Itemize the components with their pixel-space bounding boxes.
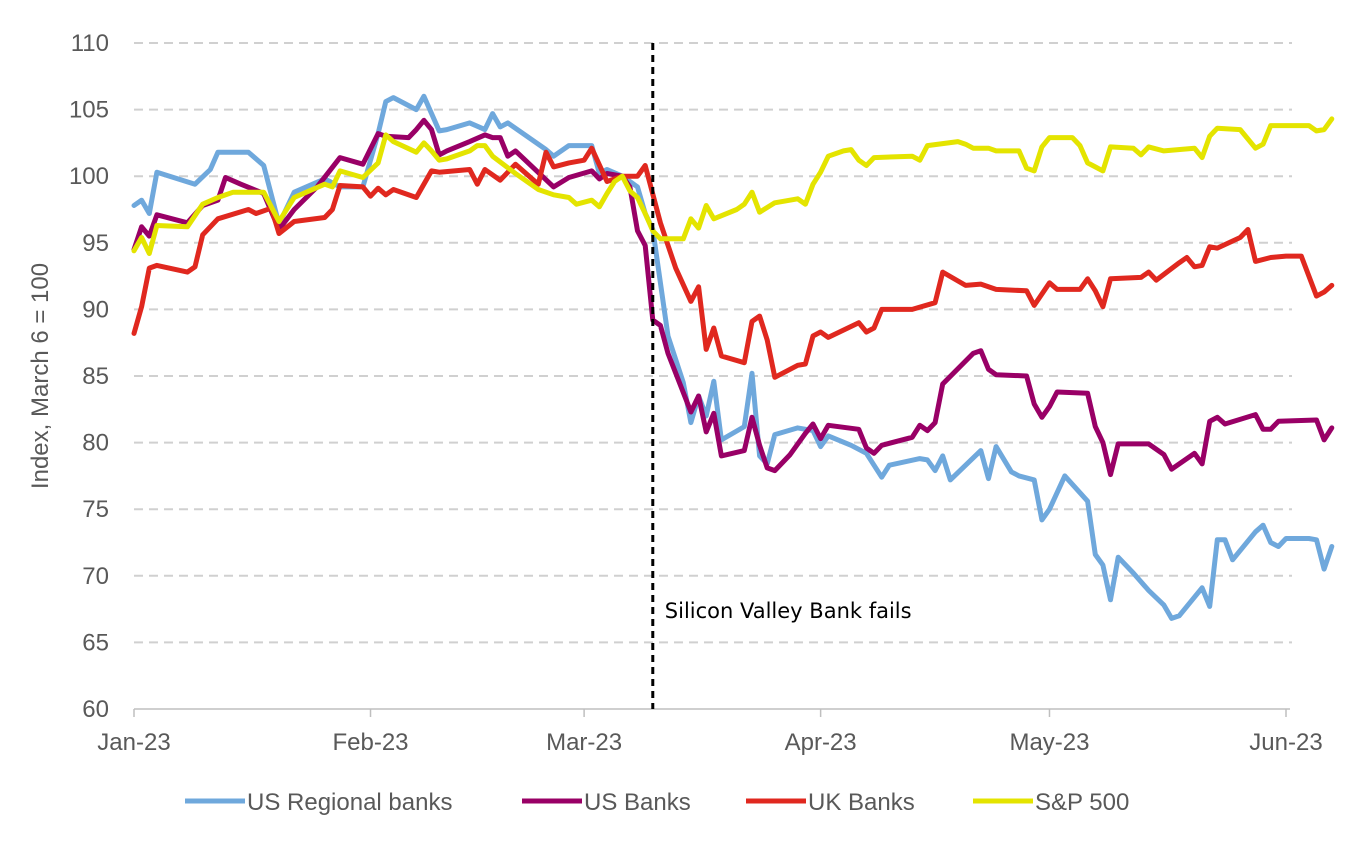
svb-annotation: Silicon Valley Bank fails [665, 599, 912, 623]
legend: US Regional banks US Banks UK Banks S&P 500 [185, 789, 1129, 816]
y-axis-ticks: 60 65 70 75 80 85 90 95 100 105 110 [69, 30, 109, 723]
x-tick-label: May-23 [1009, 729, 1089, 756]
y-tick-label: 105 [69, 97, 109, 124]
series-lines [131, 93, 1335, 621]
y-tick-label: 85 [82, 363, 109, 390]
legend-label-1: US Banks [584, 789, 691, 816]
y-tick-label: 95 [82, 230, 109, 257]
x-tick-label: Jan-23 [97, 729, 170, 756]
y-tick-label: 80 [82, 430, 109, 457]
series-line-1 [131, 117, 1335, 478]
y-tick-label: 110 [71, 30, 109, 57]
legend-label-0: US Regional banks [247, 789, 452, 816]
y-tick-label: 60 [82, 696, 109, 723]
x-tick-label: Mar-23 [546, 729, 622, 756]
series-line-0 [131, 93, 1335, 621]
gridlines [134, 42, 1292, 644]
y-tick-label: 75 [82, 496, 109, 523]
y-tick-label: 100 [69, 163, 109, 190]
legend-label-2: UK Banks [808, 789, 915, 816]
series-line-3 [131, 116, 1335, 256]
y-tick-label: 65 [82, 629, 109, 656]
series-line-2 [131, 145, 1335, 380]
x-axis-ticks: Jan-23 Feb-23 Mar-23 Apr-23 May-23 Jun-23 [97, 709, 1323, 756]
x-tick-label: Jun-23 [1249, 729, 1322, 756]
y-tick-label: 70 [82, 563, 109, 590]
x-tick-label: Feb-23 [332, 729, 408, 756]
x-tick-label: Apr-23 [785, 729, 857, 756]
legend-label-3: S&P 500 [1035, 789, 1129, 816]
y-axis-label: Index, March 6 = 100 [27, 263, 54, 489]
y-tick-label: 90 [82, 296, 109, 323]
